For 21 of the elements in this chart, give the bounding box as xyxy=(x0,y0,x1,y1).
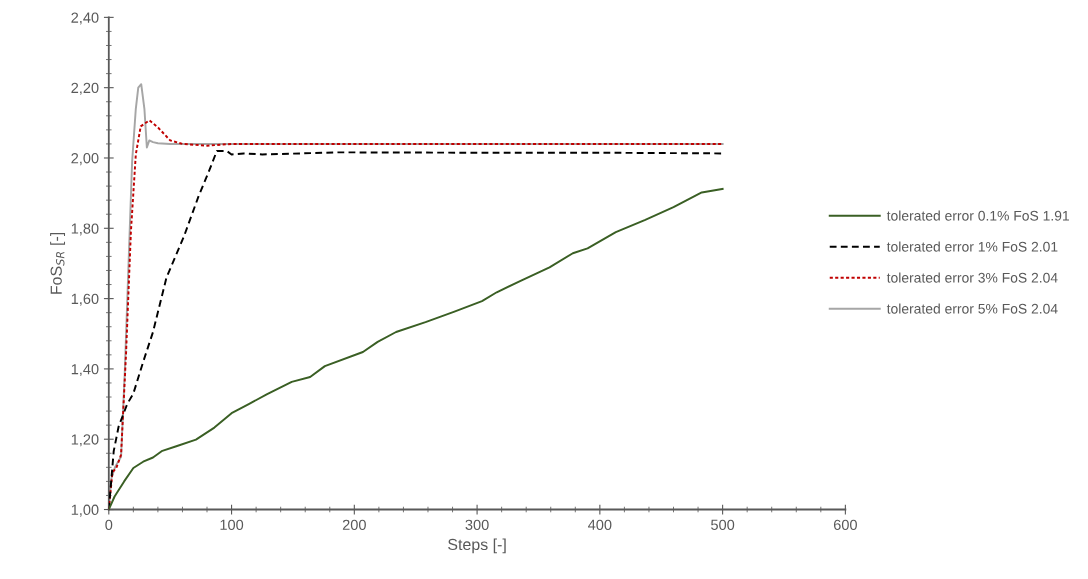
x-tick-label: 500 xyxy=(711,519,735,530)
x-tick-label: 400 xyxy=(588,519,612,530)
legend-label: tolerated error 3% FoS 2.04 xyxy=(886,272,1058,283)
y-tick-label: 2,20 xyxy=(71,82,99,95)
y-tick-label: 2,00 xyxy=(71,153,99,166)
legend-label: tolerated error 5% FoS 2.04 xyxy=(886,303,1058,314)
y-tick-label: 1,00 xyxy=(71,504,99,517)
y-axis-title: FoS$_{SR}$ [-] xyxy=(50,232,66,294)
legend-label: tolerated error 1% FoS 2.01 xyxy=(886,241,1058,252)
y-tick-label: 2,40 xyxy=(71,12,99,25)
x-tick-label: 600 xyxy=(833,519,857,530)
x-tick-label: 100 xyxy=(220,519,244,530)
x-axis-title: Steps [-] xyxy=(448,538,506,554)
y-tick-label: 1,20 xyxy=(71,434,99,447)
x-tick-label: 300 xyxy=(465,519,489,530)
x-tick-label: 200 xyxy=(342,519,366,530)
y-tick-label: 1,60 xyxy=(71,293,99,306)
y-tick-label: 1,40 xyxy=(71,364,99,377)
x-tick-label: 0 xyxy=(105,519,113,530)
legend-label: tolerated error 0.1% FoS 1.91 xyxy=(886,210,1069,221)
y-tick-label: 1,80 xyxy=(71,223,99,236)
